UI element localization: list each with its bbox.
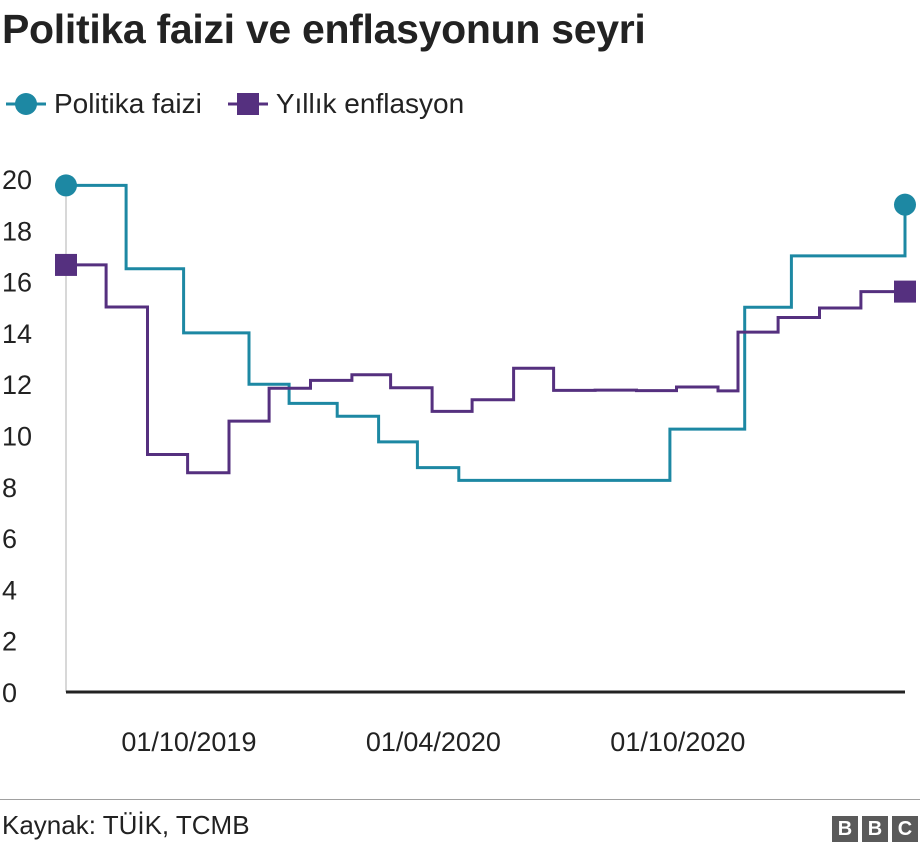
end-point-policy-rate bbox=[894, 193, 916, 216]
chart-plot: 0 2 4 6 8 10 12 14 16 18 20 01/10/2019 01/04/2020 01/… bbox=[2, 165, 916, 757]
logo-letter: C bbox=[892, 816, 918, 842]
legend-label-inflation: Yıllık enflasyon bbox=[275, 88, 465, 119]
x-tick-label: 01/10/2020 bbox=[610, 727, 745, 757]
legend: Politika faizi Yıllık enflasyon bbox=[6, 88, 490, 120]
x-tick-label: 01/10/2019 bbox=[121, 727, 256, 757]
logo-letter: B bbox=[862, 816, 888, 842]
y-tick-label: 6 bbox=[2, 524, 17, 554]
y-tick-label: 20 bbox=[2, 165, 32, 195]
y-tick-label: 14 bbox=[2, 319, 32, 349]
y-tick-label: 2 bbox=[2, 627, 17, 657]
source-note: Kaynak: TÜİK, TCMB bbox=[2, 810, 250, 840]
series-line-inflation bbox=[66, 263, 905, 475]
x-tick-label: 01/04/2020 bbox=[366, 727, 501, 757]
square-marker-icon bbox=[227, 93, 268, 115]
chart-title: Politika faizi ve enflasyonun seyri bbox=[2, 6, 646, 52]
y-tick-label: 18 bbox=[2, 216, 32, 246]
y-tick-label: 4 bbox=[2, 575, 17, 605]
bbc-logo: B B C bbox=[828, 816, 918, 842]
y-tick-label: 0 bbox=[2, 678, 17, 708]
legend-item-policy-rate: Politika faizi bbox=[6, 88, 202, 120]
logo-letter: B bbox=[832, 816, 858, 842]
y-tick-label: 16 bbox=[2, 268, 32, 298]
start-point-policy-rate bbox=[55, 174, 77, 197]
legend-item-inflation: Yıllık enflasyon bbox=[227, 88, 465, 120]
y-tick-label: 8 bbox=[2, 473, 17, 503]
circle-marker-icon bbox=[6, 93, 46, 115]
end-point-inflation bbox=[894, 280, 916, 303]
legend-label-policy-rate: Politika faizi bbox=[54, 88, 202, 119]
series-line-policy-rate bbox=[66, 183, 907, 482]
y-tick-label: 12 bbox=[2, 370, 32, 400]
y-tick-label: 10 bbox=[2, 422, 32, 452]
footer-divider bbox=[0, 799, 920, 800]
start-point-inflation bbox=[55, 253, 77, 276]
